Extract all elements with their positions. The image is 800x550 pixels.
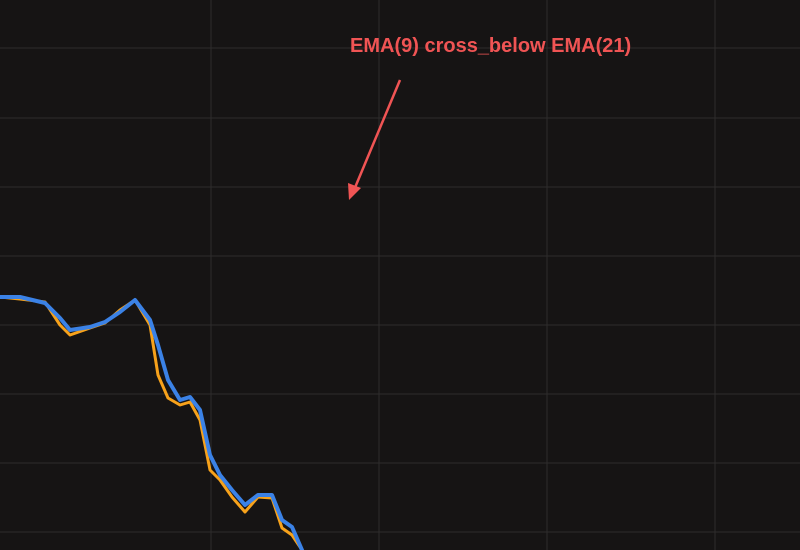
annotation-arrowhead [348, 183, 361, 200]
annotation: EMA(9) cross_below EMA(21) [350, 35, 631, 57]
ema-line [0, 295, 304, 550]
annotation-arrow [352, 79, 402, 191]
ema-line [0, 295, 304, 550]
